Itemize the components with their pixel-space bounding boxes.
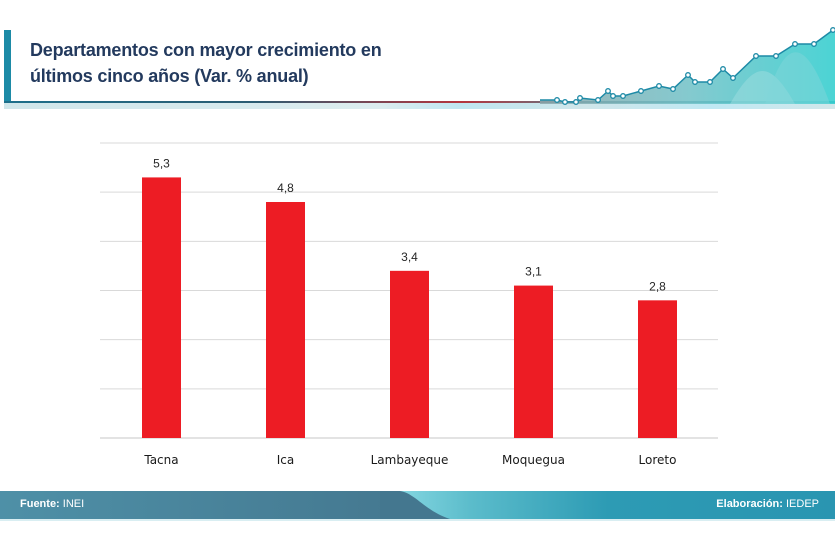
footer-wave (380, 491, 450, 519)
data-label: 4,8 (277, 181, 294, 195)
source-note: Fuente: INEI (20, 498, 84, 510)
title-line-1: Departamentos con mayor crecimiento en (30, 40, 382, 60)
decoration-points (554, 27, 835, 105)
footer-bar: Fuente: INEI Elaboración: IEDEP (0, 491, 835, 519)
x-tick-label: Lambayeque (371, 453, 449, 467)
credit-note: Elaboración: IEDEP (716, 498, 819, 510)
bar-loreto (638, 300, 677, 438)
x-tick-label: Loreto (639, 453, 677, 467)
source-label: Fuente: (20, 498, 60, 510)
bar-ica (266, 202, 305, 438)
data-label: 3,1 (525, 265, 542, 279)
data-labels: 5,3 4,8 3,4 3,1 2,8 (153, 156, 666, 293)
credit-value: IEDEP (785, 498, 819, 510)
x-tick-label: Ica (277, 453, 295, 467)
credit-label: Elaboración: (716, 498, 783, 510)
header-strip (4, 103, 835, 109)
footer-bottom-line (0, 519, 835, 521)
x-tick-labels: Tacna Ica Lambayeque Moquegua Loreto (143, 453, 676, 467)
bar-moquegua (514, 285, 553, 438)
bar-tacna (142, 177, 181, 438)
header-divider (4, 101, 835, 103)
footer-right-panel (380, 491, 835, 519)
source-value: INEI (62, 498, 85, 510)
data-label: 2,8 (649, 279, 666, 293)
x-tick-label: Tacna (143, 453, 178, 467)
header-decoration-graph (540, 27, 835, 105)
data-label: 3,4 (401, 250, 418, 264)
data-label: 5,3 (153, 156, 170, 170)
bar-lambayeque (390, 270, 429, 438)
x-tick-label: Moquegua (502, 453, 565, 467)
title-accent-bar (4, 30, 11, 102)
page-title: Departamentos con mayor crecimiento en ú… (30, 37, 382, 89)
title-line-2: últimos cinco años (Var. % anual) (30, 66, 309, 86)
footer-left-panel (0, 491, 420, 519)
bars (142, 177, 677, 438)
